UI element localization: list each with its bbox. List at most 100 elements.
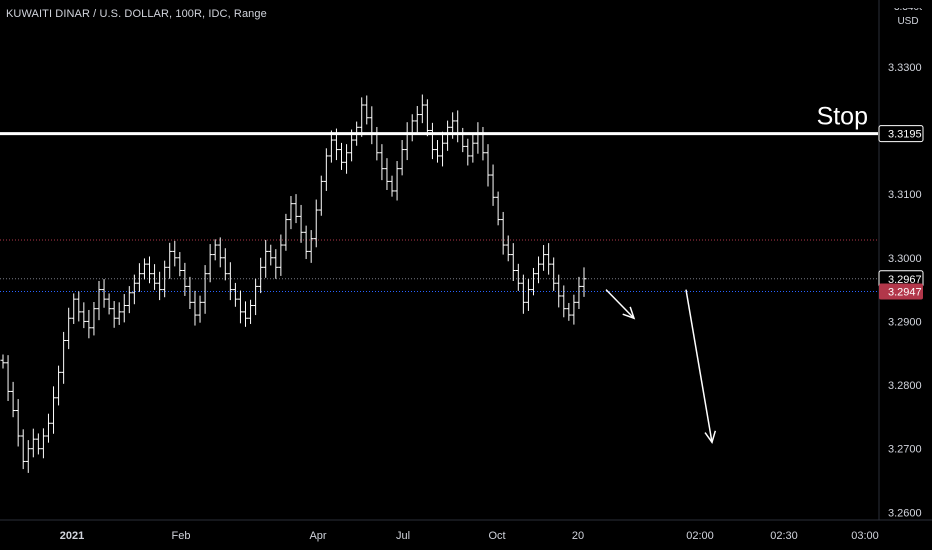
arrow-head [704, 430, 717, 445]
y-tick-label: 3.3300 [888, 62, 922, 74]
x-tick-label: Feb [172, 530, 191, 542]
ohlc-bar [81, 302, 87, 329]
ohlc-bar [237, 290, 243, 324]
marker-price-badge-bg [879, 283, 923, 300]
ohlc-bar [253, 278, 259, 316]
ohlc-bar [384, 158, 390, 190]
ohlc-bar [318, 175, 324, 216]
y-tick-label: 3.3000 [888, 253, 922, 265]
y-tick-label: 3.2600 [888, 507, 922, 519]
stop-label: Stop [817, 103, 868, 131]
ohlc-bar [445, 120, 451, 151]
ohlc-bar [480, 126, 486, 161]
ohlc-bar [470, 133, 476, 163]
ohlc-bar [561, 285, 567, 318]
chart-title: KUWAITI DINAR / U.S. DOLLAR, 100R, IDC, … [6, 8, 267, 20]
ohlc-bar [434, 140, 440, 163]
ohlc-bar [429, 122, 435, 160]
ohlc-bar [30, 428, 36, 458]
ohlc-bar [147, 256, 153, 284]
x-tick-label: 03:00 [851, 530, 879, 542]
ohlc-bar [101, 279, 107, 308]
ohlc-bar [25, 440, 31, 473]
ohlc-bar [207, 244, 213, 283]
ohlc-bar [258, 257, 264, 294]
ohlc-bar [10, 381, 16, 418]
ohlc-bars [0, 94, 587, 473]
ohlc-bar [248, 299, 254, 324]
ohlc-bar [389, 175, 395, 197]
y-axis: 3.2600 3.2700 3.2800 3.2900 3.3000 3.3100 3.33… [878, 0, 924, 520]
ohlc-bar [232, 282, 238, 307]
ohlc-bar [414, 105, 420, 133]
ohlc-bar [45, 413, 51, 443]
ohlc-bar [515, 263, 521, 291]
ohlc-bar [419, 94, 425, 124]
ohlc-bar [475, 122, 481, 154]
ohlc-bar [56, 365, 62, 406]
ohlc-bar [374, 126, 380, 161]
ohlc-bar [359, 97, 365, 137]
ohlc-bar [293, 194, 299, 224]
ohlc-bar [344, 144, 350, 174]
ohlc-bar [495, 191, 501, 226]
ohlc-bar [126, 286, 132, 314]
ohlc-bar [541, 245, 547, 271]
ohlc-bar [566, 302, 572, 321]
ohlc-bar [364, 95, 370, 125]
ohlc-bar [91, 302, 97, 336]
x-tick-label: 02:30 [770, 530, 798, 542]
ohlc-bar [20, 429, 26, 470]
ohlc-bar [76, 291, 82, 322]
ohlc-bar [399, 140, 405, 176]
x-axis: 2021 Feb Apr Jul Oct 20 02:00 02:30 03:00 [0, 519, 932, 542]
ohlc-bar [227, 262, 233, 301]
ohlc-bar [500, 211, 506, 255]
marker-price-badge-text: 3.2947 [888, 287, 922, 299]
ohlc-bar [116, 302, 122, 325]
ohlc-bar [167, 242, 173, 279]
ohlc-bar [283, 213, 289, 251]
ohlc-bar [5, 355, 11, 401]
ohlc-bar [328, 130, 334, 163]
ohlc-bar [536, 256, 542, 284]
marker-price-badge: 3.2947 [879, 283, 923, 300]
ohlc-bar [455, 110, 461, 143]
ohlc-bar [530, 267, 536, 296]
ohlc-bar [177, 252, 183, 277]
arrow-shaft [605, 289, 635, 319]
ohlc-bar [313, 199, 319, 248]
ohlc-bar [212, 239, 218, 261]
ohlc-bar [40, 428, 46, 459]
ohlc-bar [192, 290, 198, 326]
currency-code: USD [897, 16, 919, 27]
ohlc-bar [338, 142, 344, 170]
ohlc-bar [121, 294, 127, 323]
ohlc-bar [323, 148, 329, 191]
x-tick-label: Apr [309, 530, 326, 542]
ohlc-bar [217, 237, 223, 268]
ohlc-bar [273, 249, 279, 279]
x-tick-label: 02:00 [686, 530, 714, 542]
ohlc-bar [222, 248, 228, 281]
ohlc-bar [86, 309, 92, 339]
ohlc-bar [152, 264, 158, 290]
ohlc-bar [136, 263, 142, 292]
ohlc-bar [268, 244, 274, 266]
ohlc-bar [404, 122, 410, 161]
stop-price-badge: 3.3195 [878, 125, 924, 143]
ohlc-bar [141, 258, 147, 280]
arrow-shaft [685, 289, 713, 443]
x-tick-label: 20 [572, 530, 584, 542]
ohlc-bar [172, 240, 178, 267]
y-tick-label: 3.2700 [888, 444, 922, 456]
ohlc-bar [61, 331, 67, 384]
y-tick-label: 3.2800 [888, 380, 922, 392]
currency-label[interactable]: 3.3400 USD [894, 8, 922, 27]
ohlc-bar [505, 235, 511, 262]
ohlc-bar [278, 234, 284, 276]
ohlc-bar [394, 161, 400, 201]
ohlc-bar [182, 262, 188, 296]
